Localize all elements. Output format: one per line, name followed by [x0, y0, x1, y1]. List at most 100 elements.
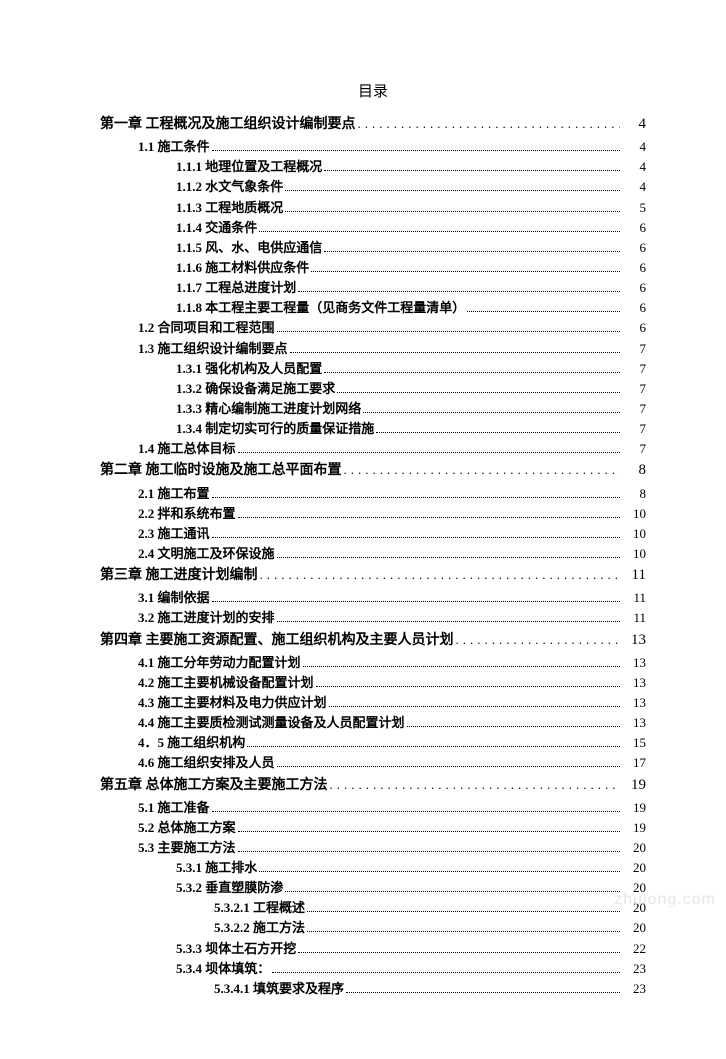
toc-leader — [259, 871, 620, 872]
toc-entry-label: 1.3.4 制定切实可行的质量保证措施 — [176, 419, 374, 439]
toc-entry-label: 5.2 总体施工方案 — [138, 818, 236, 838]
toc-entry-page: 10 — [622, 544, 646, 564]
toc-entry-label: 4.2 施工主要机械设备配置计划 — [138, 673, 314, 693]
toc-entry-label: 5.3.4 坝体填筑： — [176, 959, 270, 979]
toc-leader — [277, 621, 620, 622]
toc-leader — [285, 190, 620, 191]
toc-entry-page: 17 — [622, 753, 646, 773]
toc-entry-page: 23 — [622, 979, 646, 999]
toc-entry-label: 第五章 总体施工方案及主要施工方法 — [100, 775, 328, 797]
toc-entry: 1.1.2 水文气象条件 4 — [100, 177, 646, 197]
toc-entry: 2.2 拌和系统布置10 — [100, 504, 646, 524]
toc-entry-label: 5.3.3 坝体土石方开挖 — [176, 939, 296, 959]
toc-entry: 5.3.1 施工排水20 — [100, 858, 646, 878]
toc-leader — [259, 231, 620, 232]
toc-leader — [376, 432, 620, 433]
toc-entry-label: 3.2 施工进度计划的安排 — [138, 608, 275, 628]
toc-entry: 4．5 施工组织机构 15 — [100, 733, 646, 753]
toc-leader — [307, 931, 620, 932]
toc-entry: 4.1 施工分年劳动力配置计划13 — [100, 653, 646, 673]
toc-entry-label: 1.1.4 交通条件 — [176, 218, 257, 238]
toc-entry-page: 7 — [622, 379, 646, 399]
toc-entry-page: 4 — [622, 113, 646, 136]
toc-entry-page: 4 — [622, 157, 646, 177]
toc-leader — [238, 452, 620, 453]
toc-page-container: 目录 第一章 工程概况及施工组织设计编制要点41.1 施工条件41.1.1 地理… — [0, 0, 726, 1059]
toc-leader — [324, 372, 620, 373]
toc-entry: 第三章 施工进度计划编制11 — [100, 564, 646, 588]
toc-entry-label: 1.1 施工条件 — [138, 137, 210, 157]
toc-leader — [277, 766, 620, 767]
toc-entry-page: 6 — [622, 318, 646, 338]
toc-entry: 1.1.6 施工材料供应条件6 — [100, 258, 646, 278]
toc-entry-label: 4．5 施工组织机构 — [138, 733, 245, 753]
toc-entry-page: 4 — [622, 177, 646, 197]
toc-leader — [212, 537, 620, 538]
toc-entry: 3.1 编制依据11 — [100, 588, 646, 608]
toc-entry: 1.2 合同项目和工程范围 6 — [100, 318, 646, 338]
toc-entry-label: 2.1 施工布置 — [138, 484, 210, 504]
toc-entry: 1.3 施工组织设计编制要点7 — [100, 339, 646, 359]
toc-leader — [456, 630, 621, 650]
toc-entry: 1.1.3 工程地质概况 5 — [100, 198, 646, 218]
toc-leader — [212, 811, 620, 812]
toc-leader — [285, 891, 620, 892]
toc-entry-page: 13 — [622, 653, 646, 673]
toc-entry: 1.3.2 确保设备满足施工要求 7 — [100, 379, 646, 399]
toc-entry: 1.1.7 工程总进度计划6 — [100, 278, 646, 298]
toc-entry: 4.3 施工主要材料及电力供应计划13 — [100, 693, 646, 713]
toc-entry: 1.4 施工总体目标7 — [100, 439, 646, 459]
toc-entry-page: 7 — [622, 359, 646, 379]
toc-entry: 4.6 施工组织安排及人员17 — [100, 753, 646, 773]
toc-leader — [303, 666, 620, 667]
toc-entry-page: 19 — [622, 774, 646, 797]
toc-entry: 5.3.2.1 工程概述20 — [100, 898, 646, 918]
toc-entry: 5.1 施工准备19 — [100, 798, 646, 818]
toc-leader — [238, 831, 620, 832]
toc-leader — [311, 271, 620, 272]
toc-entry-label: 1.3.2 确保设备满足施工要求 — [176, 379, 335, 399]
toc-entry-page: 23 — [622, 959, 646, 979]
toc-entry-page: 15 — [622, 733, 646, 753]
toc-leader — [307, 911, 620, 912]
toc-entry-page: 6 — [622, 278, 646, 298]
toc-entry-page: 13 — [622, 673, 646, 693]
toc-entry: 1.1.1 地理位置及工程概况4 — [100, 157, 646, 177]
toc-entry: 1.3.1 强化机构及人员配置 7 — [100, 359, 646, 379]
toc-entry-page: 13 — [622, 693, 646, 713]
toc-entry-page: 6 — [622, 238, 646, 258]
toc-entry-label: 1.3.1 强化机构及人员配置 — [176, 359, 322, 379]
toc-entry-page: 5 — [622, 198, 646, 218]
toc-entry: 3.2 施工进度计划的安排11 — [100, 608, 646, 628]
toc-entry-page: 13 — [622, 629, 646, 652]
toc-leader — [358, 114, 621, 134]
toc-entry-label: 5.1 施工准备 — [138, 798, 210, 818]
toc-entry-label: 1.2 合同项目和工程范围 — [138, 318, 275, 338]
toc-entry-page: 4 — [622, 137, 646, 157]
toc-entry-page: 11 — [622, 564, 646, 587]
toc-leader — [344, 460, 621, 480]
toc-leader — [212, 150, 620, 151]
toc-leader — [298, 291, 620, 292]
toc-entry: 第五章 总体施工方案及主要施工方法 19 — [100, 774, 646, 798]
toc-leader — [467, 311, 620, 312]
toc-entry-page: 20 — [622, 878, 646, 898]
toc-entry-page: 10 — [622, 504, 646, 524]
toc-entry: 1.1.4 交通条件6 — [100, 218, 646, 238]
toc-entry: 1.3.3 精心编制施工进度计划网络7 — [100, 399, 646, 419]
toc-leader — [324, 170, 620, 171]
toc-leader — [238, 851, 620, 852]
toc-entry: 第一章 工程概况及施工组织设计编制要点4 — [100, 113, 646, 137]
toc-entry-page: 11 — [622, 588, 646, 608]
toc-entry-label: 5.3 主要施工方法 — [138, 838, 236, 858]
toc-leader — [346, 992, 620, 993]
toc-entry-label: 5.3.2.1 工程概述 — [214, 898, 305, 918]
toc-entry-page: 22 — [622, 939, 646, 959]
toc-entry-label: 1.3.3 精心编制施工进度计划网络 — [176, 399, 361, 419]
toc-entry-page: 19 — [622, 818, 646, 838]
toc-entry-label: 4.4 施工主要质检测试测量设备及人员配置计划 — [138, 713, 405, 733]
toc-entry-page: 6 — [622, 258, 646, 278]
toc-entry-label: 1.1.3 工程地质概况 — [176, 198, 283, 218]
toc-entry: 5.3.3 坝体土石方开挖 22 — [100, 939, 646, 959]
toc-entry-label: 1.1.2 水文气象条件 — [176, 177, 283, 197]
